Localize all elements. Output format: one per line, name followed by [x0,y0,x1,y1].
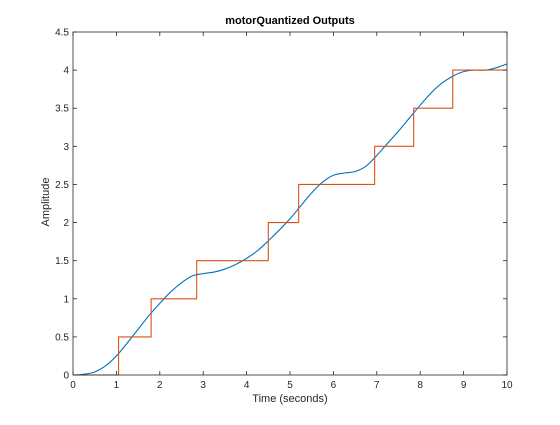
y-tick-label: 0 [63,371,69,382]
x-tick-label: 5 [287,380,293,391]
series-layer [72,63,508,376]
x-tick-label: 10 [501,380,513,391]
y-tick-label: 3 [63,142,69,153]
y-tick-label: 4 [63,66,69,77]
x-tick-label: 4 [244,380,250,391]
y-tick-label: 1.5 [55,256,69,267]
x-tick-label: 7 [374,380,380,391]
x-tick-label: 6 [331,380,337,391]
y-axis-label: Amplitude [40,178,52,227]
y-tick-label: 2.5 [55,180,69,191]
y-tick-label: 0.5 [55,332,69,343]
x-tick-label: 2 [157,380,163,391]
x-tick-label: 3 [200,380,206,391]
y-tick-label: 3.5 [55,104,69,115]
x-tick-label: 1 [114,380,120,391]
y-tick-label: 2 [63,218,69,229]
y-tick-label: 4.5 [55,28,69,39]
continuous-output-line [72,63,508,376]
plot-area-box [72,31,508,376]
tick-layer: 0 1 2 3 4 5 6 7 8 9 10 0 0.5 1 1.5 2 2.5 3 3.5 4 4.5 [55,28,513,392]
chart-title: motorQuantized Outputs [225,15,355,27]
x-tick-label: 8 [417,380,423,391]
x-tick-label: 0 [70,380,76,391]
y-tick-label: 1 [63,294,69,305]
x-tick-label: 9 [461,380,467,391]
x-axis-label: Time (seconds) [252,393,327,405]
quantized-output-line [73,69,507,376]
